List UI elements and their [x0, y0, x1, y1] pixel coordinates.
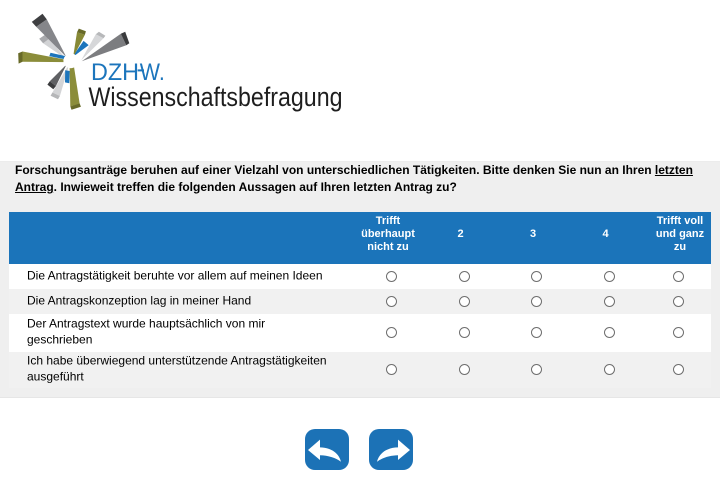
svg-text:W.: W. [140, 59, 165, 86]
svg-text:Wissenschaftsbefragung: Wissenschaftsbefragung [89, 82, 343, 112]
svg-text:DZH: DZH [91, 59, 139, 86]
